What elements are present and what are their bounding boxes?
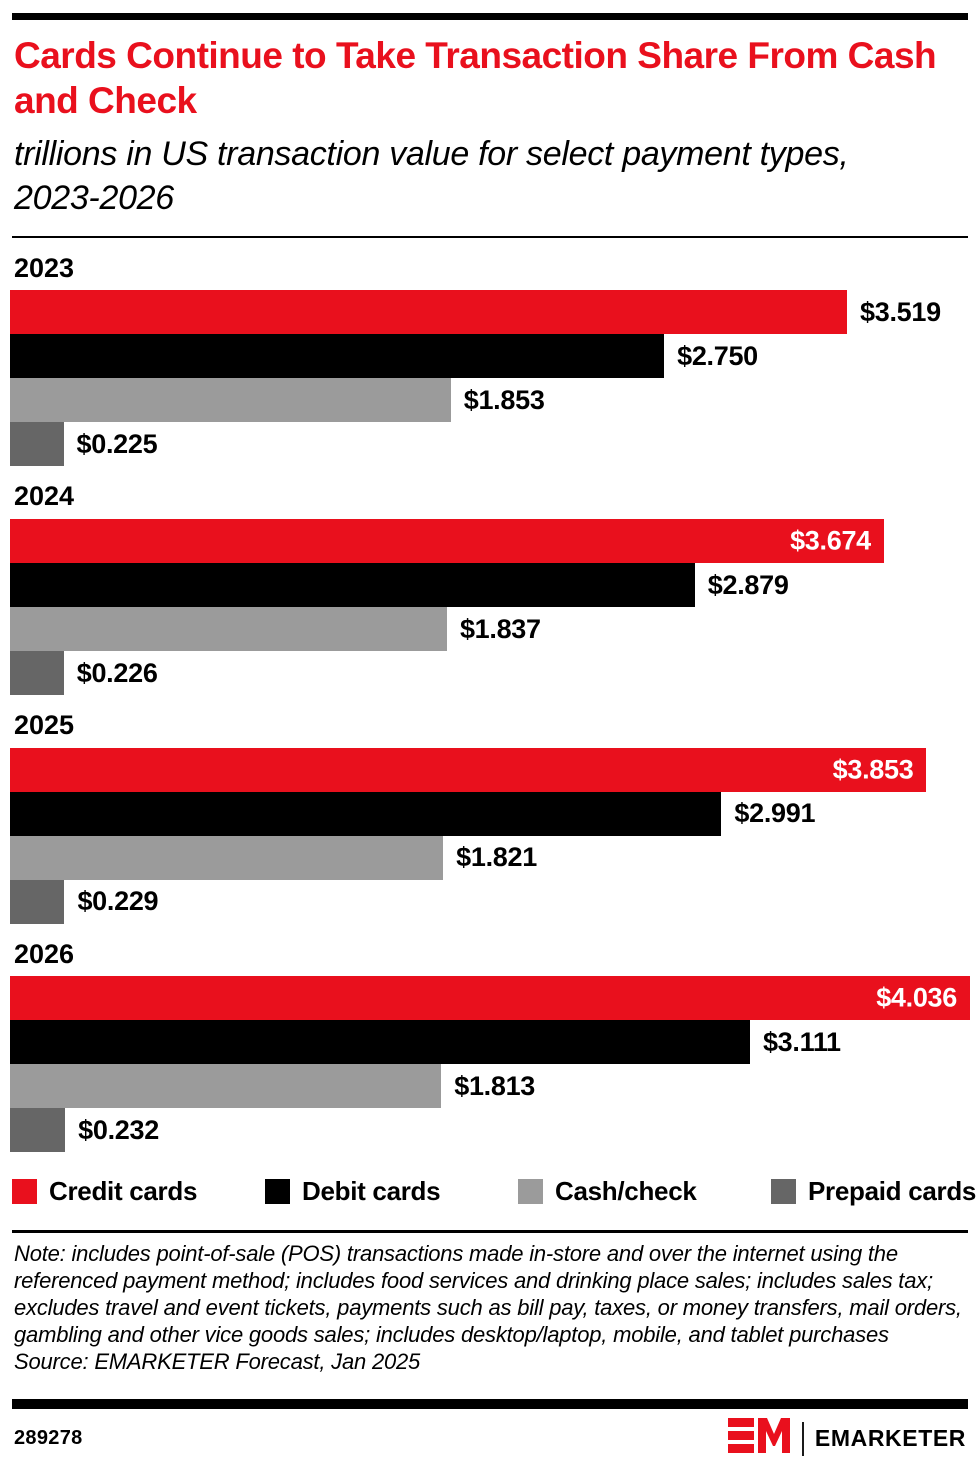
bar-credit-cards — [10, 290, 848, 335]
value-label: $4.036 — [876, 982, 957, 1013]
bar-row-prepaid-cards: $0.232 — [10, 1108, 970, 1153]
value-label: $1.853 — [463, 384, 545, 415]
bar-credit-cards: $4.036 — [10, 976, 970, 1021]
value-label: $1.821 — [456, 842, 537, 873]
year-group-2023: 2023 $3.519 $2.750 $1.853 $0.225 — [10, 252, 970, 467]
bar-prepaid-cards — [10, 651, 64, 695]
bar-row-debit-cards: $2.750 — [10, 334, 970, 379]
value-label: $3.519 — [860, 296, 941, 327]
footer-rule — [12, 1399, 968, 1409]
value-label: $2.750 — [677, 340, 758, 371]
year-label: 2026 — [14, 938, 75, 969]
value-label: $2.991 — [734, 798, 816, 829]
legend-swatch-debit-cards — [265, 1179, 290, 1205]
value-label: $2.879 — [707, 569, 789, 600]
year-group-2024: 2024 $3.674 $2.879 $1.837 $0.226 — [10, 482, 970, 695]
em-logo-icon — [727, 1417, 792, 1460]
legend-swatch-prepaid-cards — [771, 1179, 796, 1205]
legend-label: Credit cards — [49, 1176, 198, 1207]
chart-id: 289278 — [14, 1427, 83, 1449]
bar-credit-cards: $3.853 — [10, 747, 927, 792]
legend-label: Debit cards — [302, 1176, 441, 1207]
value-label: $3.853 — [832, 754, 914, 785]
bar-credit-cards: $3.674 — [10, 519, 884, 563]
brand-wordmark: EMARKETER — [814, 1425, 966, 1451]
bar-debit-cards — [10, 791, 722, 836]
year-label: 2024 — [14, 481, 75, 512]
year-group-2026: 2026 $4.036 $3.111 $1.813 $0.232 — [10, 938, 970, 1153]
bar-row-debit-cards: $2.879 — [10, 563, 970, 607]
top-rule — [12, 13, 968, 20]
year-label: 2025 — [14, 710, 75, 740]
legend-swatch-cash-check — [518, 1179, 543, 1205]
header-divider — [12, 235, 968, 238]
bar-debit-cards — [10, 1020, 750, 1065]
bar-row-cash-check: $1.821 — [10, 835, 970, 880]
note-text: Note: includes point-of-sale (POS) trans… — [14, 1241, 962, 1348]
bar-debit-cards — [10, 334, 665, 379]
legend-item-cash-check: Cash/check — [518, 1176, 771, 1207]
bar-row-credit-cards: $4.036 — [10, 976, 970, 1021]
value-label: $1.813 — [454, 1070, 536, 1101]
logo-divider — [801, 1421, 804, 1456]
value-label: $1.837 — [459, 613, 541, 644]
bar-row-cash-check: $1.813 — [10, 1064, 970, 1109]
chart-legend: Credit cards Debit cards Cash/check Prepaid… — [12, 1176, 976, 1207]
legend-item-debit-cards: Debit cards — [265, 1176, 518, 1207]
value-label: $0.226 — [76, 657, 158, 688]
page-title: Cards Continue to Take Transaction Share… — [14, 35, 937, 122]
footnotes: Note: includes point-of-sale (POS) trans… — [14, 1240, 966, 1375]
chart-groups: 2023 $3.519 $2.750 $1.853 $0.225 2024 $3.674 $2… — [10, 252, 970, 1153]
bar-row-credit-cards: $3.674 — [10, 519, 970, 563]
note-divider — [12, 1230, 968, 1234]
bar-row-credit-cards: $3.853 — [10, 747, 970, 792]
bar-row-cash-check: $1.837 — [10, 607, 970, 651]
value-label: $0.225 — [76, 428, 158, 459]
bar-row-prepaid-cards: $0.229 — [10, 879, 970, 924]
bar-cash-check — [10, 378, 451, 423]
year-label: 2023 — [14, 252, 75, 283]
legend-item-prepaid-cards: Prepaid cards — [771, 1176, 976, 1207]
bar-row-debit-cards: $2.991 — [10, 791, 970, 836]
bar-row-debit-cards: $3.111 — [10, 1020, 970, 1065]
year-group-2025: 2025 $3.853 $2.991 $1.821 $0.229 — [10, 710, 970, 924]
bar-cash-check — [10, 835, 444, 880]
legend-item-credit-cards: Credit cards — [12, 1176, 265, 1207]
bar-debit-cards — [10, 563, 695, 607]
bar-prepaid-cards — [10, 422, 64, 467]
bar-row-prepaid-cards: $0.225 — [10, 422, 970, 467]
bar-chart: 2023 $3.519 $2.750 $1.853 $0.225 2024 $3.674 $2… — [0, 252, 980, 1153]
value-label: $0.229 — [77, 886, 159, 917]
bar-cash-check — [10, 607, 447, 651]
bar-prepaid-cards — [10, 1108, 66, 1153]
bar-cash-check — [10, 1064, 442, 1109]
footer: 289278 EMARKETER — [0, 1409, 980, 1460]
emarketer-logo: EMARKETER — [727, 1417, 966, 1460]
value-label: $3.111 — [762, 1026, 841, 1057]
bar-row-credit-cards: $3.519 — [10, 290, 970, 335]
legend-label: Cash/check — [555, 1176, 697, 1207]
source-text: Source: EMARKETER Forecast, Jan 2025 — [14, 1349, 421, 1375]
legend-swatch-credit-cards — [12, 1179, 37, 1205]
bar-row-cash-check: $1.853 — [10, 378, 970, 423]
bar-prepaid-cards — [10, 879, 65, 924]
value-label: $3.674 — [790, 525, 871, 556]
legend-label: Prepaid cards — [808, 1176, 977, 1207]
value-label: $0.232 — [78, 1114, 159, 1145]
chart-subtitle: trillions in US transaction value for se… — [14, 135, 849, 218]
bar-row-prepaid-cards: $0.226 — [10, 651, 970, 695]
